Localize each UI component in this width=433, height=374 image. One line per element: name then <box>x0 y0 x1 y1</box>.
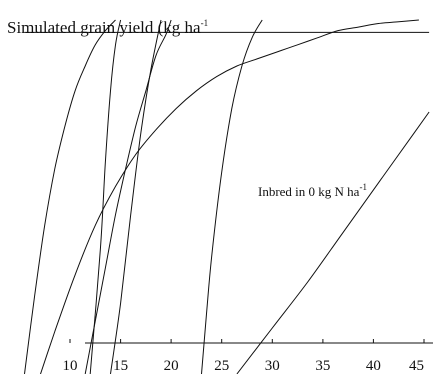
yield-curve-2 <box>39 19 419 374</box>
x-tick-label-25: 25 <box>214 358 229 374</box>
yield-curve-3 <box>89 19 122 374</box>
x-tick-label-40: 40 <box>366 358 381 374</box>
x-axis-ticks: 10 15 20 25 30 35 40 45 <box>63 339 425 374</box>
annotation-superscript: -1 <box>359 182 367 192</box>
x-tick-label-10: 10 <box>63 358 78 374</box>
yield-curve-5 <box>110 19 162 374</box>
yield-curve-6 <box>201 19 263 374</box>
x-tick-label-30: 30 <box>265 358 280 374</box>
upper-reference-lines <box>24 31 430 33</box>
chart-title-superscript: -1 <box>201 18 209 28</box>
yield-curve-4 <box>84 19 172 374</box>
x-tick-label-35: 35 <box>315 358 330 374</box>
x-tick-label-45: 45 <box>409 358 424 374</box>
yield-curve-7 <box>236 111 430 374</box>
x-tick-label-20: 20 <box>164 358 179 374</box>
annotation-inbred: Inbred in 0 kg N ha-1 <box>258 182 367 199</box>
annotation-text: Inbred in 0 kg N ha <box>258 184 360 199</box>
yield-curves <box>24 19 430 374</box>
chart-title-text: Simulated grain yield (kg ha <box>7 18 201 37</box>
yield-curve-1 <box>24 19 116 374</box>
x-tick-label-15: 15 <box>113 358 128 374</box>
